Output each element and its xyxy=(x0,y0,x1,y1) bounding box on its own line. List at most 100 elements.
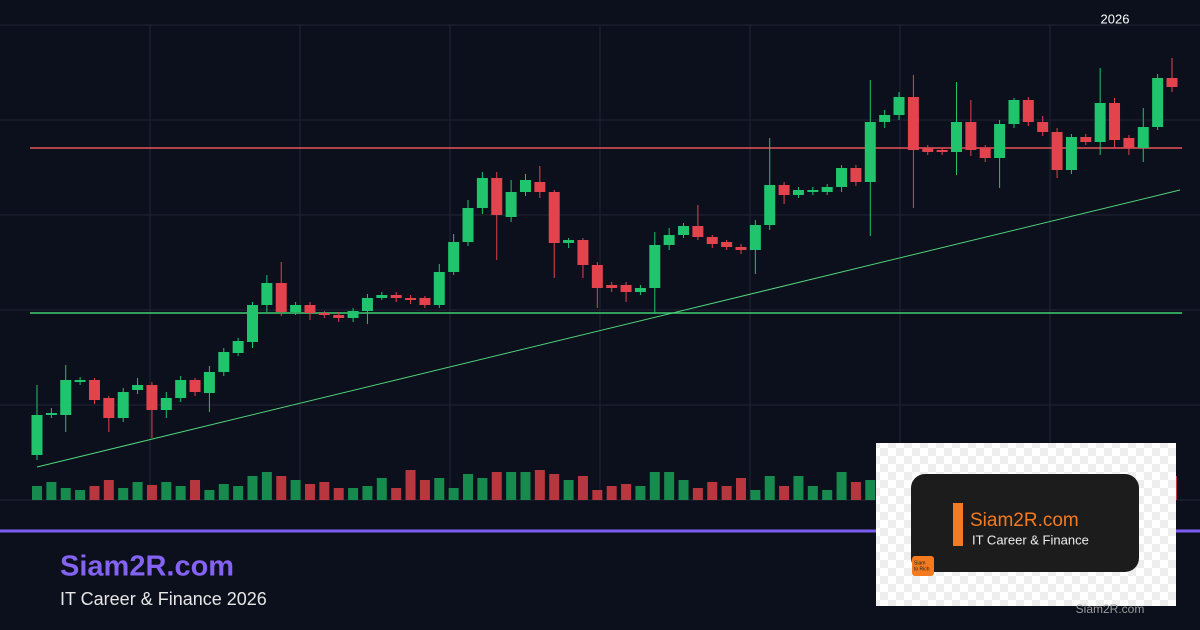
candle-body xyxy=(893,97,905,115)
volume-bar xyxy=(621,484,632,500)
volume-bar xyxy=(850,482,861,500)
candle-body xyxy=(591,265,603,288)
volume-bar xyxy=(692,488,703,500)
volume-bar xyxy=(664,472,675,500)
volume-bar xyxy=(520,472,531,500)
candle-body xyxy=(879,115,891,122)
volume-bar xyxy=(276,476,287,500)
candle-body xyxy=(476,178,488,208)
candle-body xyxy=(405,298,417,300)
volume-bar xyxy=(735,478,746,500)
candle-body xyxy=(563,240,575,243)
candle-body xyxy=(117,392,129,418)
logo-card xyxy=(911,474,1139,572)
candle-body xyxy=(1022,100,1034,122)
candle-body xyxy=(620,285,632,292)
volume-bar xyxy=(175,486,186,500)
candle-body xyxy=(275,283,287,312)
candle-body xyxy=(203,372,215,393)
candle-body xyxy=(247,305,259,342)
candle-body xyxy=(534,182,546,192)
candle-body xyxy=(850,168,862,182)
volume-bar xyxy=(635,486,646,500)
logo-bar xyxy=(953,503,963,546)
candle-body xyxy=(634,288,646,292)
volume-bar xyxy=(348,488,359,500)
candle-body xyxy=(1109,103,1121,140)
candle-body xyxy=(606,285,618,288)
candle-body xyxy=(218,352,230,372)
candle-body xyxy=(807,190,819,192)
volume-bar xyxy=(190,480,201,500)
logo-badge xyxy=(912,556,934,576)
candle-body xyxy=(764,185,776,225)
candle-body xyxy=(792,190,804,195)
volume-bar xyxy=(405,470,416,500)
volume-bar xyxy=(362,486,373,500)
candle-body xyxy=(146,385,158,410)
year-label: 2026 xyxy=(1101,11,1130,26)
volume-bar xyxy=(261,472,272,500)
candle-body xyxy=(706,237,718,244)
volume-bar xyxy=(649,472,660,500)
candle-body xyxy=(361,298,373,311)
candle-body xyxy=(74,380,86,382)
candle-body xyxy=(1008,100,1020,124)
candle-body xyxy=(692,226,704,237)
candle-body xyxy=(419,298,431,305)
volume-bar xyxy=(60,488,71,500)
brand-subtitle: IT Career & Finance 2026 xyxy=(60,589,267,609)
volume-bar xyxy=(779,486,790,500)
candle-body xyxy=(907,97,919,150)
volume-bar xyxy=(506,472,517,500)
logo-tagline: IT Career & Finance xyxy=(972,532,1089,547)
volume-bar xyxy=(376,478,387,500)
candle-body xyxy=(1037,122,1049,132)
candle-body xyxy=(1094,103,1106,142)
candle-body xyxy=(304,305,316,313)
candle-body xyxy=(347,311,359,318)
candle-body xyxy=(160,398,172,410)
volume-bar xyxy=(764,476,775,500)
volume-bar xyxy=(448,488,459,500)
candle-body xyxy=(922,148,934,152)
candle-body xyxy=(950,122,962,152)
candle-body xyxy=(979,148,991,158)
volume-bar xyxy=(391,488,402,500)
candle-body xyxy=(175,380,187,398)
volume-bar xyxy=(750,490,761,500)
volume-bar xyxy=(46,482,57,500)
candle-body xyxy=(1152,78,1164,127)
candle-body xyxy=(232,341,244,353)
volume-bar xyxy=(463,474,474,500)
volume-bar xyxy=(103,480,114,500)
candle-body xyxy=(60,380,72,415)
candle-body xyxy=(45,413,57,415)
candle-body xyxy=(1080,137,1092,142)
volume-bar xyxy=(807,486,818,500)
candle-body xyxy=(864,122,876,182)
volume-bar xyxy=(419,480,430,500)
candle-body xyxy=(965,122,977,150)
volume-bar xyxy=(491,472,502,500)
volume-bar xyxy=(89,486,100,500)
candle-body xyxy=(333,315,345,318)
volume-bar xyxy=(606,486,617,500)
candle-body xyxy=(994,124,1006,158)
volume-bar xyxy=(218,484,229,500)
volume-bar xyxy=(132,482,143,500)
volume-bar xyxy=(118,488,129,500)
watermark: Siam2R.com xyxy=(1076,602,1145,616)
candle-body xyxy=(778,185,790,195)
volume-bar xyxy=(434,478,445,500)
volume-bar xyxy=(836,472,847,500)
volume-bar xyxy=(563,480,574,500)
candle-body xyxy=(821,187,833,192)
volume-bar xyxy=(233,486,244,500)
candle-body xyxy=(577,240,589,265)
volume-bar xyxy=(707,482,718,500)
candle-body xyxy=(1123,138,1135,148)
candle-body xyxy=(721,242,733,247)
volume-bar xyxy=(865,480,876,500)
volume-bar xyxy=(793,476,804,500)
